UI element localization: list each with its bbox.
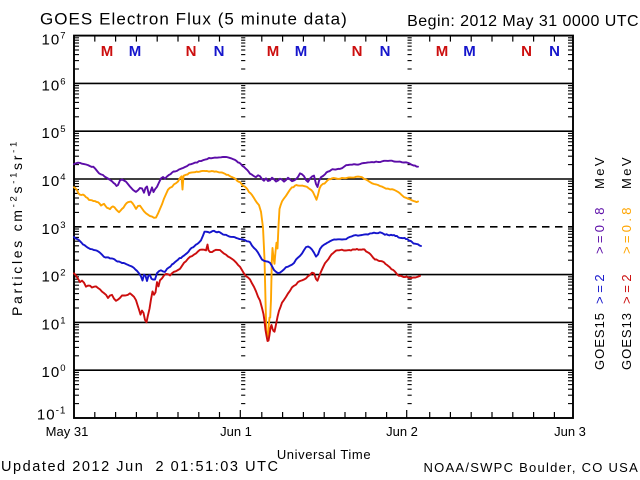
svg-text:>=2: >=2 — [619, 271, 634, 304]
svg-text:Jun 3: Jun 3 — [554, 424, 586, 439]
svg-text:Jun 2: Jun 2 — [386, 424, 418, 439]
svg-text:M: M — [463, 43, 476, 60]
svg-text:Updated 2012 Jun 2 01:51:03 U: Updated 2012 Jun 2 01:51:03 UTC — [1, 459, 280, 475]
svg-text:GOES Electron Flux (5 minute d: GOES Electron Flux (5 minute data) — [40, 10, 348, 29]
svg-text:>=2: >=2 — [592, 271, 607, 304]
svg-text:104: 104 — [42, 172, 67, 190]
svg-text:N: N — [214, 43, 225, 60]
svg-text:MeV: MeV — [592, 155, 607, 189]
svg-text:Jun 1: Jun 1 — [220, 424, 252, 439]
svg-text:GOES15: GOES15 — [592, 312, 607, 370]
svg-text:100: 100 — [42, 363, 67, 381]
svg-text:105: 105 — [42, 124, 67, 142]
svg-text:N: N — [352, 43, 363, 60]
svg-text:N: N — [380, 43, 391, 60]
svg-text:N: N — [186, 43, 197, 60]
svg-text:>=0.8: >=0.8 — [592, 204, 607, 254]
svg-text:102: 102 — [42, 268, 67, 286]
svg-text:GOES13: GOES13 — [619, 312, 634, 370]
svg-text:106: 106 — [42, 76, 67, 94]
svg-text:NOAA/SWPC Boulder, CO USA: NOAA/SWPC Boulder, CO USA — [424, 460, 639, 475]
svg-text:M: M — [295, 43, 308, 60]
svg-text:107: 107 — [42, 30, 67, 48]
svg-text:103: 103 — [42, 220, 67, 238]
svg-text:N: N — [549, 43, 560, 60]
svg-text:Universal Time: Universal Time — [277, 447, 371, 462]
svg-text:N: N — [521, 43, 532, 60]
svg-text:MeV: MeV — [619, 155, 634, 189]
svg-text:May 31: May 31 — [46, 424, 89, 439]
svg-text:M: M — [129, 43, 142, 60]
svg-text:>=0.8: >=0.8 — [619, 204, 634, 254]
svg-text:Begin: 2012 May 31 0000 UTC: Begin: 2012 May 31 0000 UTC — [407, 13, 639, 30]
svg-text:M: M — [267, 43, 280, 60]
svg-text:M: M — [101, 43, 114, 60]
svg-text:Particles cm-2s-1sr-1: Particles cm-2s-1sr-1 — [9, 139, 26, 316]
svg-text:101: 101 — [42, 315, 67, 333]
svg-text:M: M — [436, 43, 449, 60]
